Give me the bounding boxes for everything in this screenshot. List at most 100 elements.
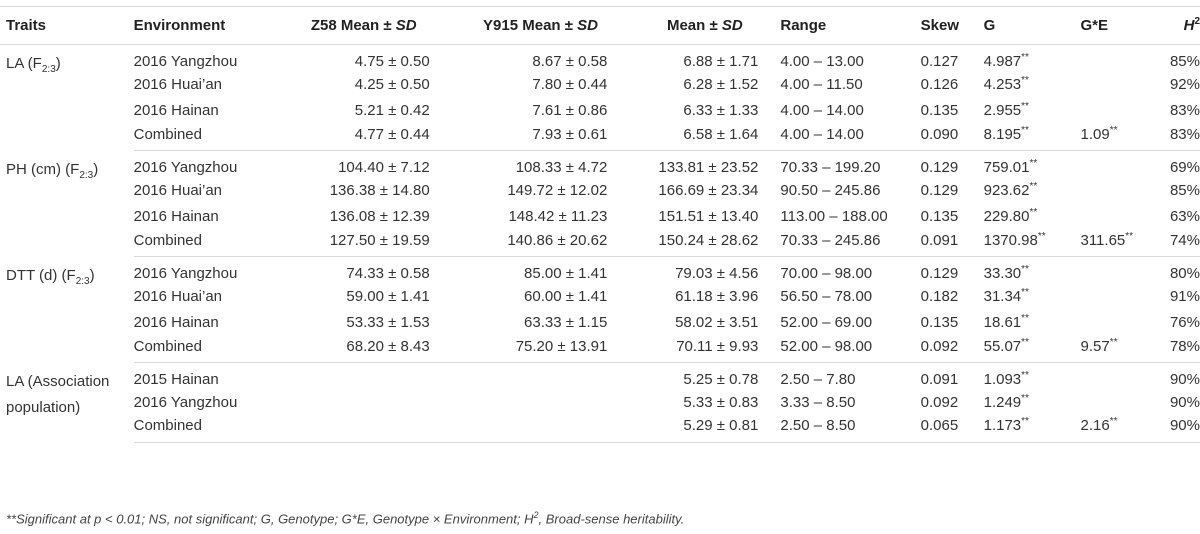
trait-cell: DTT (d) (F2:3) <box>0 257 134 363</box>
y915-mean-cell: 63.33 ± 1.15 <box>524 314 608 332</box>
trait-close: ) <box>89 266 95 284</box>
mean-cell: 166.69 ± 23.34 <box>658 181 759 199</box>
header-skew: Skew <box>920 6 984 45</box>
g-cell: 31.34** <box>984 283 1081 310</box>
environment-cell: 2015 Hainan <box>133 370 219 388</box>
z58-mean-cell: 74.33 ± 0.58 <box>346 264 430 282</box>
table-row: 2016 Hainan 5.21 ± 0.42 7.61 ± 0.86 6.33 ± … <box>0 98 1200 125</box>
skew-cell: 0.129 <box>920 181 959 199</box>
mean-cell: 5.25 ± 0.78 <box>683 370 759 388</box>
table-row: 2016 Huai’an 59.00 ± 1.41 60.00 ± 1.41 61.1… <box>0 283 1200 310</box>
environment-cell: 2016 Huai’an <box>133 75 223 93</box>
g-value: 1.093 <box>983 370 1022 388</box>
environment-cell: 2016 Huai’an <box>133 287 223 305</box>
environment-cell: 2016 Yangzhou <box>133 52 238 70</box>
mean-cell: 6.33 ± 1.33 <box>683 102 759 120</box>
y915-mean-cell: 108.33 ± 4.72 <box>515 158 608 176</box>
y915-mean-cell: 8.67 ± 0.58 <box>532 52 608 70</box>
y915-mean-cell: 7.80 ± 0.44 <box>532 75 608 93</box>
y915-mean-cell: 140.86 ± 20.62 <box>451 230 630 257</box>
g-value: 229.80 <box>983 208 1030 226</box>
table-row: 2016 Hainan 136.08 ± 12.39 148.42 ± 11.23 1… <box>0 204 1200 231</box>
mean-cell: 6.28 ± 1.52 <box>683 75 759 93</box>
table-row: 2016 Yangzhou 5.33 ± 0.83 3.33 – 8.50 0.092… <box>0 389 1200 416</box>
g-cell: 923.62** <box>984 177 1081 204</box>
range-cell: 2.50 – 7.80 <box>780 370 856 388</box>
ge-cell <box>1080 204 1167 231</box>
environment-cell: Combined <box>133 336 276 363</box>
skew-cell: 0.065 <box>920 415 984 443</box>
mean-cell: 5.29 ± 0.81 <box>629 415 781 443</box>
environment-cell: 2016 Hainan <box>133 208 219 226</box>
g-value: 2.955 <box>983 102 1022 120</box>
z58-mean-cell <box>276 363 452 390</box>
g-cell: 229.80** <box>984 204 1081 231</box>
g-value: 55.07 <box>983 337 1022 355</box>
header-h2: H2 <box>1167 6 1200 45</box>
g-significance: ** <box>1021 74 1029 86</box>
mean-cell: 61.18 ± 3.96 <box>675 287 759 305</box>
g-cell: 33.30** <box>984 257 1081 284</box>
header-z58-mean: Z58 Mean ± SD <box>275 6 452 45</box>
trait-generation: 2:3 <box>75 275 90 287</box>
z58-mean-cell: 4.75 ± 0.50 <box>354 52 430 70</box>
environment-cell: 2016 Yangzhou <box>133 264 238 282</box>
ge-value: 311.65 <box>1080 231 1126 249</box>
header-mean-label: Mean ± <box>666 17 718 34</box>
z58-mean-cell: 136.38 ± 14.80 <box>329 181 430 199</box>
g-cell: 55.07** <box>983 336 1081 363</box>
g-significance: ** <box>1029 207 1038 219</box>
h2-cell: 85% <box>1169 181 1200 199</box>
environment-cell: 2016 Huai’an <box>133 181 223 199</box>
skew-cell: 0.135 <box>920 208 959 226</box>
y915-mean-cell: 149.72 ± 12.02 <box>507 181 608 199</box>
table-body: LA (F2:3) 2016 Yangzhou 4.75 ± 0.50 8.67 ± … <box>0 45 1200 443</box>
mean-cell: 150.24 ± 28.62 <box>629 230 781 257</box>
y915-mean-cell: 85.00 ± 1.41 <box>524 264 608 282</box>
z58-mean-cell: 136.08 ± 12.39 <box>329 208 430 226</box>
table-row: PH (cm) (F2:3) 2016 Yangzhou 104.40 ± 7.12… <box>0 151 1200 180</box>
mean-cell: 133.81 ± 23.52 <box>658 158 759 176</box>
y915-mean-cell: 60.00 ± 1.41 <box>524 287 608 305</box>
header-y915-label: Y915 Mean ± <box>483 17 573 34</box>
table-row: LA (F2:3) 2016 Yangzhou 4.75 ± 0.50 8.67 ± … <box>0 45 1200 75</box>
y915-mean-cell <box>452 389 630 416</box>
g-significance: ** <box>1021 369 1029 381</box>
ge-significance: ** <box>1109 416 1118 427</box>
z58-mean-cell: 59.00 ± 1.41 <box>346 287 430 305</box>
h2-cell: 83% <box>1167 124 1200 151</box>
ge-significance: ** <box>1109 336 1118 348</box>
range-cell: 4.00 – 13.00 <box>780 52 864 70</box>
g-cell: 2.955** <box>984 98 1081 125</box>
g-value: 4.987 <box>983 52 1022 70</box>
range-cell: 90.50 – 245.86 <box>780 181 881 199</box>
h2-cell: 83% <box>1169 102 1200 120</box>
range-cell: 70.33 – 199.20 <box>780 158 881 176</box>
skew-cell: 0.129 <box>920 158 959 176</box>
y915-mean-cell: 7.93 ± 0.61 <box>451 124 630 151</box>
header-y915-sd: SD <box>577 17 598 34</box>
g-value: 923.62 <box>983 181 1030 199</box>
skew-cell: 0.126 <box>920 75 959 93</box>
table-footnote: **Significant at p < 0.01; NS, not signi… <box>6 510 684 526</box>
range-cell: 70.00 – 98.00 <box>780 264 873 282</box>
ge-cell <box>1080 389 1167 416</box>
ge-cell <box>1080 283 1167 310</box>
g-value: 1.173 <box>983 417 1022 434</box>
table-row: Combined 4.77 ± 0.44 7.93 ± 0.61 6.58 ± 1.6… <box>0 124 1200 151</box>
h2-cell: 92% <box>1169 75 1200 93</box>
footnote-text: **Significant at p < 0.01; NS, not signi… <box>6 511 534 527</box>
environment-cell: Combined <box>133 230 276 257</box>
trait-generation: 2:3 <box>41 64 56 75</box>
environment-cell: Combined <box>133 124 276 151</box>
skew-cell: 0.092 <box>920 393 959 411</box>
g-value: 1.249 <box>983 393 1022 411</box>
g-significance: ** <box>1021 392 1029 404</box>
skew-cell: 0.182 <box>920 287 959 305</box>
ge-significance: ** <box>1125 230 1134 242</box>
g-significance: ** <box>1021 336 1029 348</box>
g-significance: ** <box>1037 230 1046 242</box>
ge-cell <box>1080 310 1167 337</box>
header-range: Range <box>780 6 921 45</box>
